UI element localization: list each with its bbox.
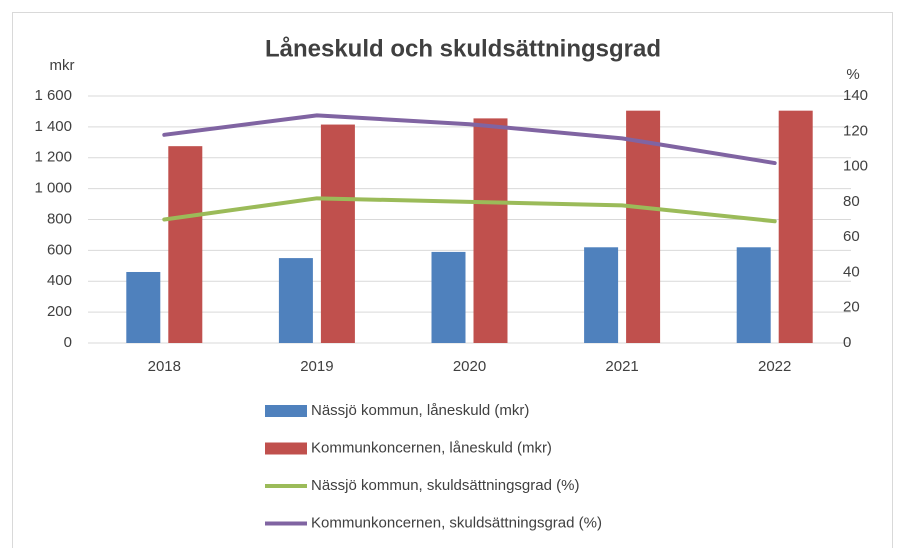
y2-tick-label: 40 xyxy=(843,263,860,280)
y2-axis-label: % xyxy=(846,66,859,83)
bar xyxy=(320,124,355,343)
x-tick-label: 2018 xyxy=(148,358,181,375)
bar xyxy=(473,118,508,344)
bar xyxy=(584,247,619,343)
line xyxy=(162,196,777,224)
legend-swatch xyxy=(265,405,307,417)
y-tick-label: 800 xyxy=(47,210,72,227)
line xyxy=(162,113,777,166)
y-tick-label: 400 xyxy=(47,272,72,289)
x-tick-label: 2019 xyxy=(300,358,333,375)
legend-label: Nässjö kommun, låneskuld (mkr) xyxy=(311,402,529,419)
y-tick-label: 200 xyxy=(47,303,72,320)
chart-title: Låneskuld och skuldsättningsgrad xyxy=(265,35,661,62)
bar xyxy=(278,258,313,343)
legend-swatch xyxy=(265,442,307,455)
x-tick-label: 2020 xyxy=(453,358,486,375)
x-tick-label: 2022 xyxy=(758,358,791,375)
y2-tick-label: 100 xyxy=(843,158,868,175)
y2-tick-label: 120 xyxy=(843,122,868,139)
bar xyxy=(126,271,161,343)
y-axis-label: mkr xyxy=(50,57,75,74)
bar xyxy=(736,247,771,343)
x-tick-label: 2021 xyxy=(605,358,638,375)
legend-label: Nässjö kommun, skuldsättningsgrad (%) xyxy=(311,477,579,494)
y-tick-label: 1 000 xyxy=(34,180,72,197)
legend-label: Kommunkoncernen, låneskuld (mkr) xyxy=(311,439,552,456)
y-tick-label: 1 400 xyxy=(34,118,72,135)
bar xyxy=(778,110,813,344)
y-tick-label: 0 xyxy=(64,334,72,351)
y-tick-label: 1 600 xyxy=(34,87,72,104)
legend-label: Kommunkoncernen, skuldsättningsgrad (%) xyxy=(311,514,602,531)
y2-tick-label: 80 xyxy=(843,193,860,210)
bar xyxy=(626,110,661,344)
bar xyxy=(431,251,466,343)
y-tick-label: 600 xyxy=(47,241,72,258)
y-tick-label: 1 200 xyxy=(34,149,72,166)
y2-tick-label: 60 xyxy=(843,228,860,245)
y2-tick-label: 140 xyxy=(843,87,868,104)
y2-tick-label: 0 xyxy=(843,334,851,351)
y2-tick-label: 20 xyxy=(843,299,860,316)
bar xyxy=(168,146,203,343)
